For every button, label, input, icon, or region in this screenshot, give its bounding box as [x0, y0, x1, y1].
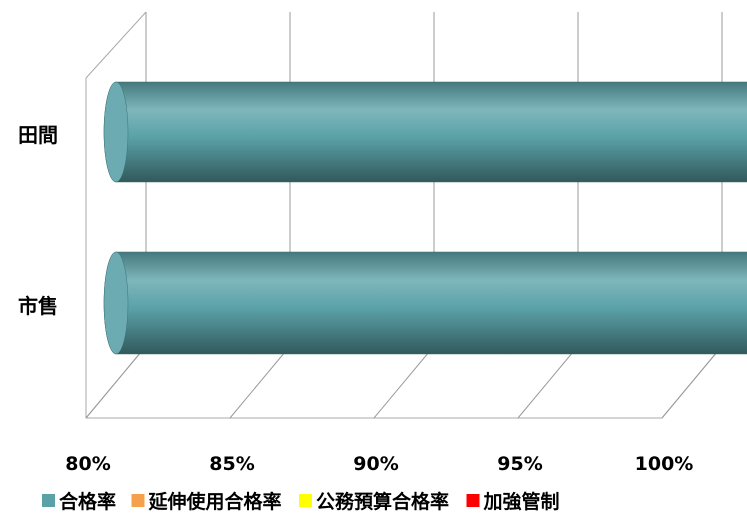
chart-walls	[85, 11, 723, 419]
bar-segment-0-0: 94.1	[103, 81, 747, 183]
gridline-floor-2	[373, 345, 435, 419]
side-wall-top-edge	[85, 11, 147, 79]
x-tick-label-1: 85%	[209, 453, 254, 475]
bars: 94.11.31.33.384.71.68.75	[103, 81, 747, 355]
legend-label-2: 公務預算合格率	[316, 490, 449, 513]
gridline-floor-0	[85, 345, 147, 419]
legend-swatch-3	[466, 494, 480, 507]
legend-item-1: 延伸使用合格率	[131, 490, 282, 513]
legend-item-0: 合格率	[42, 490, 116, 513]
legend-label-0: 合格率	[59, 490, 116, 513]
legend-label-3: 加強管制	[483, 490, 560, 513]
legend-item-3: 加強管制	[466, 490, 560, 513]
x-axis-tick-labels: 80% 85% 90% 95% 100%	[65, 453, 693, 475]
bar-segment-1-0: 84.7	[103, 251, 747, 355]
legend-label-1: 延伸使用合格率	[148, 490, 282, 513]
legend: 合格率 延伸使用合格率 公務預算合格率 加強管制	[42, 490, 560, 513]
category-label-1: 市售	[18, 294, 58, 318]
x-tick-label-2: 90%	[353, 453, 398, 475]
x-tick-label-0: 80%	[65, 453, 110, 475]
legend-swatch-2	[299, 494, 312, 507]
gridline-floor-1	[229, 345, 291, 419]
gridline-floor-3	[517, 345, 579, 419]
x-tick-label-4: 100%	[635, 453, 694, 475]
category-label-0: 田間	[18, 123, 58, 147]
gridline-floor-4	[661, 345, 723, 419]
gridlines	[85, 12, 723, 419]
legend-item-2: 公務預算合格率	[299, 490, 449, 513]
x-tick-label-3: 95%	[497, 453, 542, 475]
legend-swatch-1	[131, 494, 145, 507]
legend-swatch-0	[42, 494, 55, 507]
